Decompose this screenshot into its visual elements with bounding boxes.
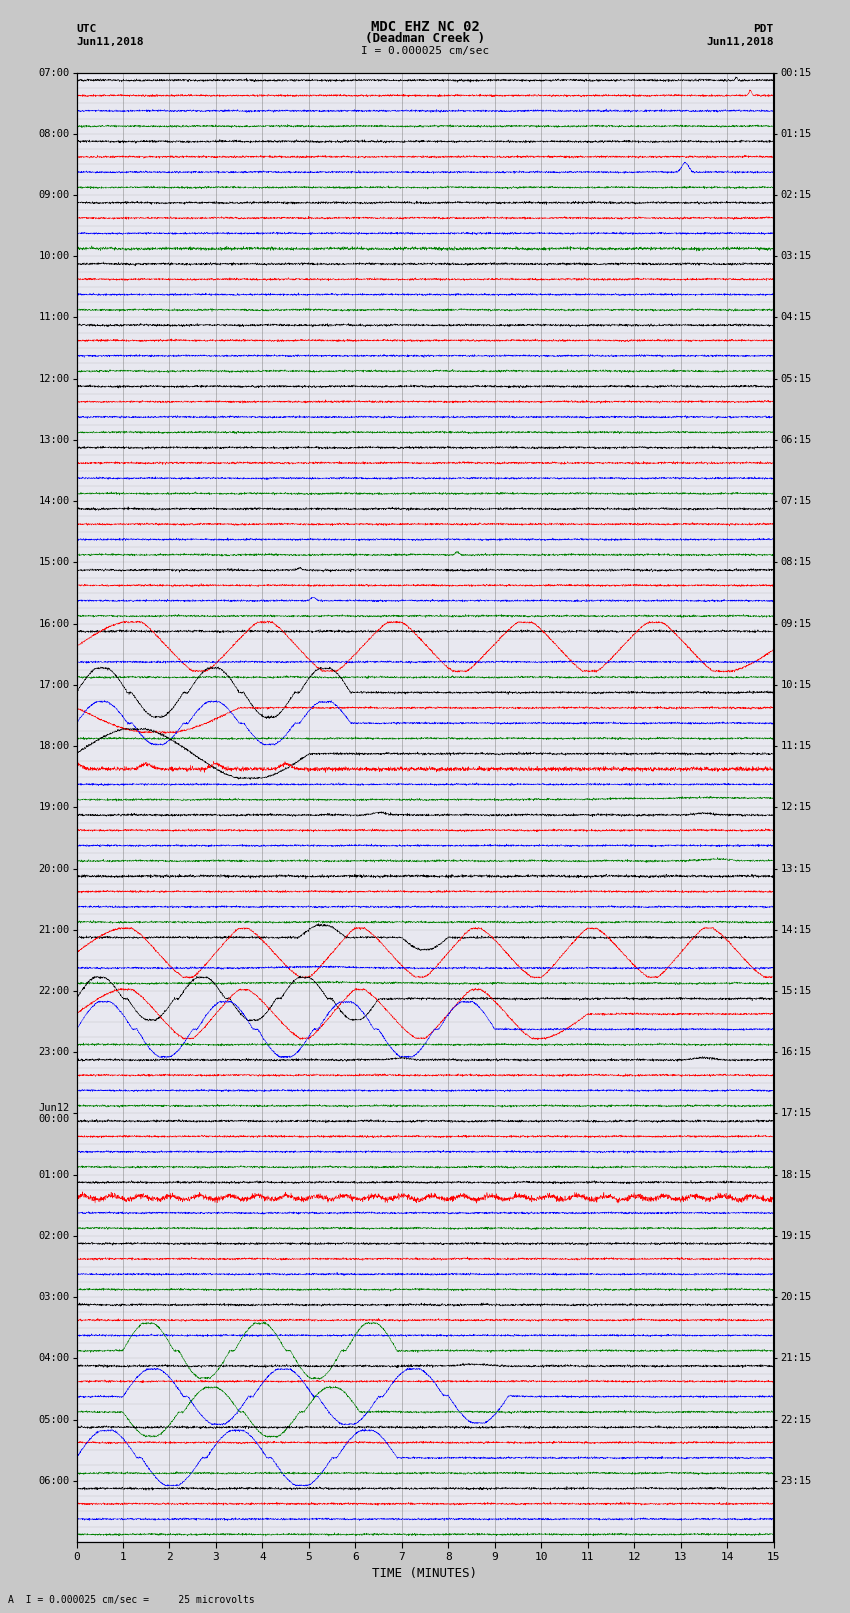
Text: A  I = 0.000025 cm/sec =     25 microvolts: A I = 0.000025 cm/sec = 25 microvolts xyxy=(8,1595,255,1605)
Text: MDC EHZ NC 02: MDC EHZ NC 02 xyxy=(371,19,479,34)
Text: (Deadman Creek ): (Deadman Creek ) xyxy=(365,32,485,45)
Text: UTC: UTC xyxy=(76,24,97,34)
Text: Jun11,2018: Jun11,2018 xyxy=(76,37,144,47)
Text: PDT: PDT xyxy=(753,24,774,34)
Text: I = 0.000025 cm/sec: I = 0.000025 cm/sec xyxy=(361,47,489,56)
X-axis label: TIME (MINUTES): TIME (MINUTES) xyxy=(372,1566,478,1579)
Text: Jun11,2018: Jun11,2018 xyxy=(706,37,774,47)
